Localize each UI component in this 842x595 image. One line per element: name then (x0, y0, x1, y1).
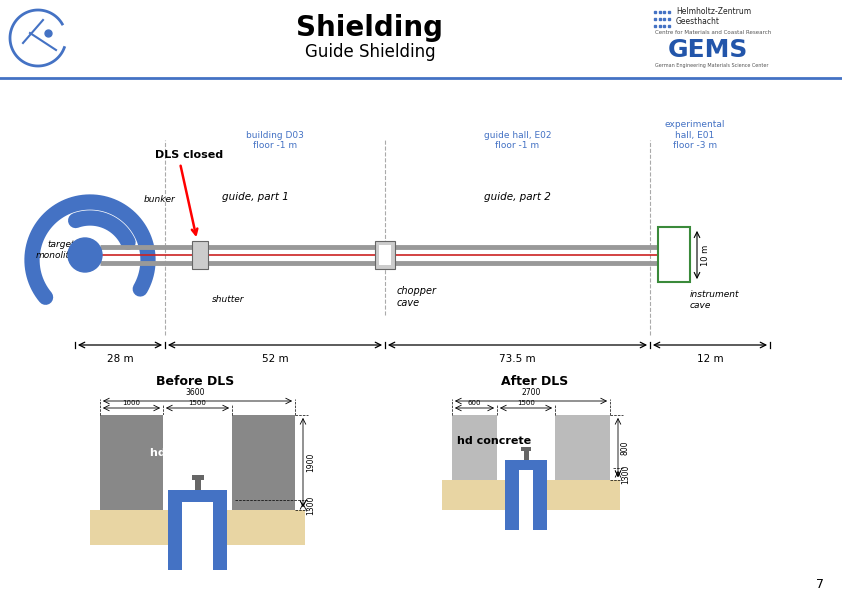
Text: 1900: 1900 (306, 453, 315, 472)
FancyBboxPatch shape (195, 478, 200, 490)
FancyBboxPatch shape (163, 415, 232, 510)
Text: 1500: 1500 (189, 400, 206, 406)
Text: 1300: 1300 (621, 464, 630, 484)
Text: bunker: bunker (144, 196, 176, 205)
Text: shutter: shutter (212, 296, 244, 305)
FancyBboxPatch shape (442, 480, 620, 510)
Text: 1000: 1000 (122, 400, 141, 406)
Text: guide hall, E02
floor -1 m: guide hall, E02 floor -1 m (484, 130, 552, 150)
FancyBboxPatch shape (524, 450, 529, 460)
Text: Geesthacht: Geesthacht (676, 17, 720, 26)
Text: hd concrete: hd concrete (150, 448, 224, 458)
Text: 2700: 2700 (521, 388, 541, 397)
FancyBboxPatch shape (192, 241, 208, 269)
FancyBboxPatch shape (182, 502, 213, 570)
Circle shape (68, 238, 102, 272)
FancyBboxPatch shape (168, 490, 227, 502)
Text: 12 m: 12 m (696, 354, 723, 364)
Text: 1500: 1500 (517, 400, 535, 406)
FancyBboxPatch shape (90, 510, 305, 545)
Text: DLS closed: DLS closed (155, 150, 223, 160)
FancyBboxPatch shape (452, 415, 497, 480)
Text: chopper
cave: chopper cave (397, 286, 437, 308)
FancyBboxPatch shape (100, 415, 295, 510)
Text: 600: 600 (468, 400, 482, 406)
Text: Before DLS: Before DLS (156, 375, 234, 388)
Text: 1300: 1300 (306, 495, 315, 515)
Text: GEMS: GEMS (668, 38, 749, 62)
Text: guide, part 2: guide, part 2 (484, 192, 551, 202)
Text: experimental
hall, E01
floor -3 m: experimental hall, E01 floor -3 m (664, 120, 725, 150)
FancyBboxPatch shape (519, 470, 533, 530)
Text: German Engineering Materials Science Center: German Engineering Materials Science Cen… (655, 62, 769, 67)
Text: 3600: 3600 (185, 388, 205, 397)
Text: 28 m: 28 m (107, 354, 133, 364)
FancyBboxPatch shape (555, 415, 610, 480)
Text: Shielding: Shielding (296, 14, 444, 42)
Text: 52 m: 52 m (262, 354, 288, 364)
FancyBboxPatch shape (213, 490, 227, 570)
Text: instrument
cave: instrument cave (690, 290, 739, 310)
FancyBboxPatch shape (521, 447, 531, 451)
Text: Helmholtz-Zentrum: Helmholtz-Zentrum (676, 8, 751, 17)
Text: 800: 800 (621, 440, 630, 455)
Text: target
monolith: target monolith (35, 240, 75, 259)
FancyBboxPatch shape (505, 460, 519, 530)
FancyBboxPatch shape (168, 490, 182, 570)
Text: Centre for Materials and Coastal Research: Centre for Materials and Coastal Researc… (655, 30, 771, 35)
Text: 7: 7 (816, 578, 824, 591)
Text: 73.5 m: 73.5 m (499, 354, 536, 364)
Text: After DLS: After DLS (501, 375, 568, 388)
FancyBboxPatch shape (379, 245, 391, 265)
FancyBboxPatch shape (533, 460, 547, 530)
FancyBboxPatch shape (375, 241, 395, 269)
Text: Guide Shielding: Guide Shielding (305, 43, 435, 61)
Text: guide, part 1: guide, part 1 (221, 192, 289, 202)
FancyBboxPatch shape (191, 475, 204, 480)
FancyBboxPatch shape (505, 460, 547, 470)
Text: hd concrete: hd concrete (457, 436, 531, 446)
Text: 10 m: 10 m (701, 245, 710, 265)
Text: building D03
floor -1 m: building D03 floor -1 m (246, 130, 304, 150)
FancyBboxPatch shape (658, 227, 690, 282)
